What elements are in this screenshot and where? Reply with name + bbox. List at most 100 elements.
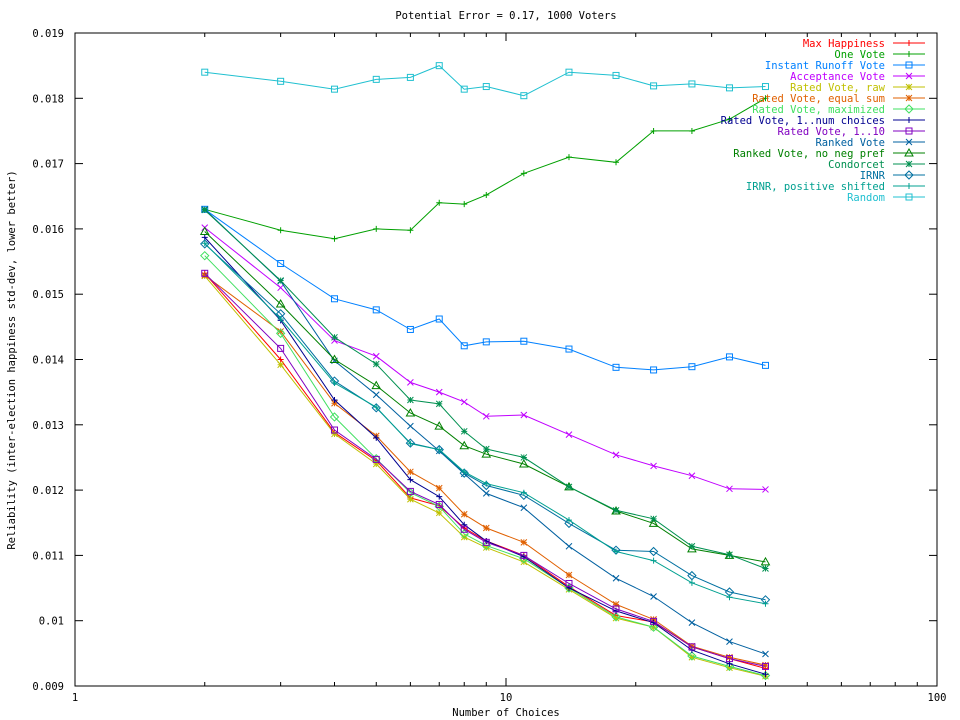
data-point <box>760 556 771 566</box>
data-point <box>650 127 657 134</box>
data-point <box>612 614 620 622</box>
legend-label: Ranked Vote <box>815 137 885 149</box>
data-point <box>407 476 414 483</box>
data-point <box>277 356 284 363</box>
data-point <box>688 619 696 627</box>
data-point <box>565 431 573 438</box>
data-point <box>372 455 380 463</box>
data-point <box>725 655 733 663</box>
data-point <box>329 354 340 363</box>
y-tick-label: 0.018 <box>32 93 64 105</box>
data-point <box>688 363 696 371</box>
data-point <box>277 77 285 85</box>
legend-marker <box>905 160 913 168</box>
data-point <box>201 271 209 279</box>
data-point <box>518 458 529 468</box>
data-point <box>482 445 490 453</box>
data-point <box>372 352 380 360</box>
data-point <box>407 468 414 476</box>
data-point <box>565 345 573 353</box>
data-point <box>565 68 573 76</box>
legend-item: Condorcet <box>828 159 925 171</box>
data-point <box>726 594 733 601</box>
data-point <box>650 616 657 623</box>
data-point <box>461 468 468 475</box>
data-point <box>330 295 338 303</box>
data-point <box>520 454 528 461</box>
data-point <box>200 250 210 261</box>
legend-label: Instant Runoff Vote <box>765 60 885 72</box>
legend-label: Random <box>847 192 885 204</box>
data-point <box>762 95 769 102</box>
y-tick-label: 0.016 <box>32 224 64 236</box>
legend-marker <box>906 117 912 123</box>
data-point <box>725 353 733 361</box>
data-point <box>762 600 769 607</box>
data-point <box>482 524 490 532</box>
legend-marker <box>906 51 912 57</box>
series-line <box>204 231 766 563</box>
x-tick-label: 1 <box>72 692 78 704</box>
data-point <box>405 408 416 417</box>
legend-item: Rated Vote, equal sum <box>752 93 925 105</box>
data-point <box>372 75 380 83</box>
legend-item: Rated Vote, 1..10 <box>778 126 925 138</box>
data-point <box>761 662 769 670</box>
data-point <box>331 396 338 403</box>
legend-marker <box>904 147 914 157</box>
series-10 <box>201 205 769 658</box>
series-line <box>204 65 766 97</box>
data-point <box>762 565 769 572</box>
y-axis-label: Reliability (inter-election happiness st… <box>6 170 18 549</box>
data-point <box>331 399 338 407</box>
data-point <box>406 73 414 81</box>
data-point <box>482 490 490 497</box>
series-line <box>204 208 766 371</box>
legend-label: IRNR <box>860 170 886 182</box>
data-point <box>611 612 621 622</box>
data-point <box>371 380 382 390</box>
data-point <box>331 380 338 387</box>
data-point <box>650 593 657 600</box>
data-point <box>612 363 620 371</box>
data-point <box>648 546 659 557</box>
series-12 <box>201 206 769 572</box>
legend-label: Rated Vote, equal sum <box>752 93 885 105</box>
data-point <box>520 170 527 177</box>
data-point <box>372 360 380 368</box>
legend-marker <box>905 127 913 135</box>
data-point <box>520 558 528 566</box>
data-point <box>277 316 284 323</box>
data-point <box>565 542 573 550</box>
data-point <box>460 85 468 93</box>
data-point <box>435 500 443 508</box>
data-point <box>435 400 443 408</box>
legend-marker <box>905 138 913 146</box>
data-point <box>407 379 414 386</box>
y-tick-label: 0.012 <box>32 485 64 497</box>
data-point <box>461 201 468 208</box>
data-point <box>460 525 468 533</box>
data-point <box>762 661 769 669</box>
data-point <box>373 225 380 232</box>
legend-marker <box>905 193 913 201</box>
legend-label: Ranked Vote, no neg pref <box>733 148 885 160</box>
data-point <box>650 82 658 90</box>
y-tick-label: 0.017 <box>32 159 64 171</box>
data-point <box>407 396 414 404</box>
data-point <box>436 199 443 206</box>
y-tick-label: 0.013 <box>32 420 64 432</box>
legend-marker <box>905 61 913 69</box>
data-point <box>761 361 769 369</box>
legend-label: Max Happiness <box>803 38 885 50</box>
data-point <box>650 557 657 564</box>
data-point <box>435 484 443 492</box>
data-point <box>520 489 527 496</box>
data-point <box>277 328 284 335</box>
data-point <box>407 495 414 503</box>
data-point <box>435 509 443 517</box>
legend-item: Rated Vote, raw <box>790 82 925 94</box>
data-point <box>372 391 380 399</box>
data-point <box>687 651 697 661</box>
legend-label: Acceptance Vote <box>790 71 885 83</box>
